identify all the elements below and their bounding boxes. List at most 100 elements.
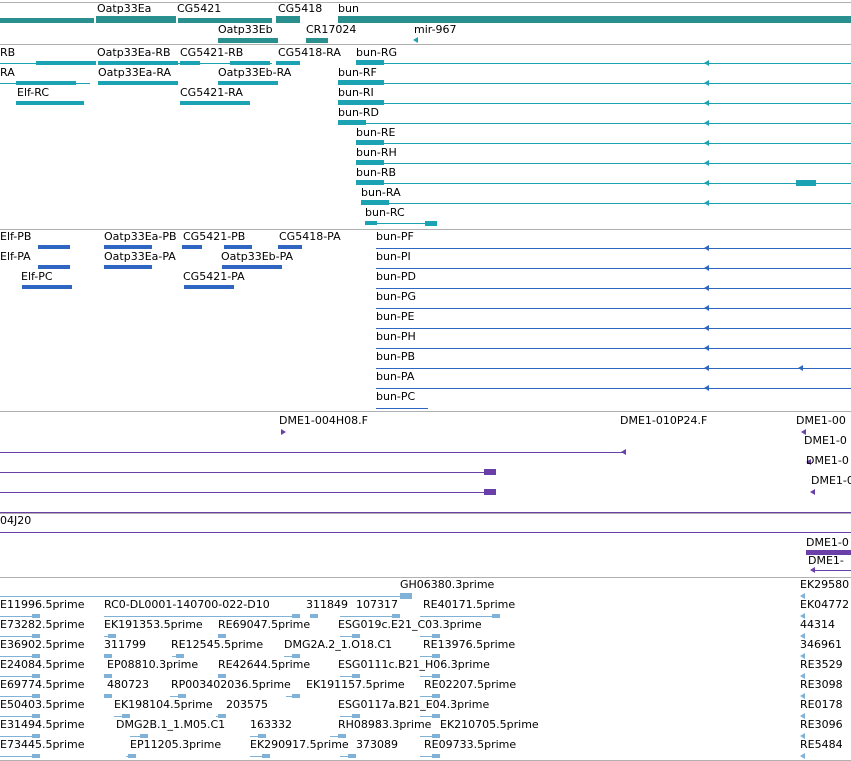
est-label[interactable]: RE0178 xyxy=(800,698,843,711)
protein-label[interactable]: Oatp33Ea-PB xyxy=(104,230,177,243)
gene-bar xyxy=(338,16,851,23)
est-label[interactable]: E11996.5prime xyxy=(0,598,85,611)
clone-label[interactable]: DME1-0 xyxy=(804,434,847,447)
gene-label[interactable]: Oatp33Eb xyxy=(218,23,273,36)
clone-label[interactable]: DME1- xyxy=(808,554,844,567)
est-label[interactable]: RP003402036.5prime xyxy=(171,678,291,691)
protein-label[interactable]: bun-PF xyxy=(376,230,414,243)
protein-label[interactable]: CG5418-PA xyxy=(279,230,341,243)
protein-label[interactable]: bun-PI xyxy=(376,250,411,263)
est-label[interactable]: ESG019c.E21_C03.3prime xyxy=(338,618,482,631)
est-label[interactable]: RE09733.5prime xyxy=(424,738,517,751)
clone-label[interactable]: DME1-0 xyxy=(806,536,849,549)
transcript-label[interactable]: bun-RF xyxy=(338,66,377,79)
est-label[interactable]: E31494.5prime xyxy=(0,718,85,731)
est-label[interactable]: EP11205.3prime xyxy=(130,738,222,751)
est-label[interactable]: DMG2B.1_1.M05.C1 xyxy=(116,718,226,731)
transcript-label[interactable]: RB xyxy=(0,46,16,59)
est-label[interactable]: EK04772 xyxy=(800,598,850,611)
est-label[interactable]: 311799 xyxy=(104,638,146,651)
protein-label[interactable]: bun-PH xyxy=(376,330,416,343)
est-label[interactable]: EK29580 xyxy=(800,578,850,591)
protein-label[interactable]: bun-PB xyxy=(376,350,416,363)
est-label[interactable]: ESG0117a.B21_E04.3prime xyxy=(338,698,490,711)
transcript-label[interactable]: bun-RC xyxy=(365,206,405,219)
protein-label[interactable]: bun-PG xyxy=(376,290,417,303)
est-label[interactable]: RE69047.5prime xyxy=(218,618,311,631)
est-label[interactable]: RE13976.5prime xyxy=(423,638,516,651)
est-label[interactable]: EK191157.5prime xyxy=(306,678,405,691)
clone-label[interactable]: DME1-0 xyxy=(806,454,849,467)
est-label[interactable]: E69774.5prime xyxy=(0,678,85,691)
transcript-label[interactable]: bun-RG xyxy=(356,46,398,59)
est-label[interactable]: RE40171.5prime xyxy=(423,598,516,611)
transcript-label[interactable]: CG5418-RA xyxy=(278,46,341,59)
est-label[interactable]: 107317 xyxy=(356,598,398,611)
est-label[interactable]: EK198104.5prime xyxy=(114,698,213,711)
est-label[interactable]: 203575 xyxy=(226,698,268,711)
est-label[interactable]: RC0-DL0001-140700-022-D10 xyxy=(104,598,270,611)
est-label[interactable]: RE5484 xyxy=(800,738,843,751)
est-label[interactable]: E24084.5prime xyxy=(0,658,85,671)
est-label[interactable]: 163332 xyxy=(250,718,292,731)
est-label[interactable]: RH08983.3prime xyxy=(338,718,432,731)
clone-label[interactable]: DME1-00 xyxy=(796,414,846,427)
transcript-label[interactable]: Oatp33Eb-RA xyxy=(218,66,292,79)
est-label[interactable]: E73445.5prime xyxy=(0,738,85,751)
est-label[interactable]: EK210705.5prime xyxy=(440,718,539,731)
est-label[interactable]: 44314 xyxy=(800,618,835,631)
est-label[interactable]: RE12545.5prime xyxy=(171,638,264,651)
est-label[interactable]: 311849 xyxy=(306,598,348,611)
transcript-label[interactable]: RA xyxy=(0,66,15,79)
gene-label[interactable]: Oatp33Ea xyxy=(97,2,152,15)
protein-label[interactable]: Elf-PC xyxy=(21,270,53,283)
transcript-label[interactable]: bun-RD xyxy=(338,106,380,119)
transcript-label[interactable]: Elf-RC xyxy=(17,86,50,99)
protein-label[interactable]: Oatp33Ea-PA xyxy=(104,250,176,263)
protein-label[interactable]: Elf-PB xyxy=(0,230,32,243)
transcript-label[interactable]: bun-RB xyxy=(356,166,397,179)
est-label[interactable]: ESG0111c.B21_H06.3prime xyxy=(338,658,490,671)
protein-label[interactable]: Oatp33Eb-PA xyxy=(221,250,294,263)
protein-label[interactable]: bun-PE xyxy=(376,310,415,323)
gene-label[interactable]: bun xyxy=(338,2,359,15)
est-label[interactable]: 346961 xyxy=(800,638,842,651)
est-label[interactable]: E50403.5prime xyxy=(0,698,85,711)
est-label[interactable]: E36902.5prime xyxy=(0,638,85,651)
transcript-label[interactable]: bun-RA xyxy=(361,186,401,199)
gene-label[interactable]: CR17024 xyxy=(306,23,357,36)
est-label[interactable]: EK191353.5prime xyxy=(104,618,203,631)
protein-label[interactable]: bun-PA xyxy=(376,370,415,383)
transcript-label[interactable]: CG5421-RB xyxy=(180,46,244,59)
transcript-label[interactable]: Oatp33Ea-RA xyxy=(98,66,172,79)
est-label[interactable]: DMG2A.2_1.O18.C1 xyxy=(284,638,393,651)
transcript-label[interactable]: bun-RH xyxy=(356,146,397,159)
est-label[interactable]: 480723 xyxy=(107,678,149,691)
protein-label[interactable]: CG5421-PB xyxy=(183,230,246,243)
transcript-label[interactable]: bun-RE xyxy=(356,126,396,139)
clone-label[interactable]: DME1-010P24.F xyxy=(620,414,708,427)
clone-label[interactable]: DME1-0 xyxy=(811,474,851,487)
est-label[interactable]: RE3098 xyxy=(800,678,843,691)
gene-label[interactable]: CG5421 xyxy=(177,2,222,15)
est-label[interactable]: EP08810.3prime xyxy=(107,658,199,671)
est-label[interactable]: RE02207.5prime xyxy=(424,678,517,691)
protein-label[interactable]: CG5421-PA xyxy=(183,270,245,283)
clone-label[interactable]: DME1-004H08.F xyxy=(279,414,368,427)
est-label[interactable]: 373089 xyxy=(356,738,398,751)
transcript-label[interactable]: Oatp33Ea-RB xyxy=(97,46,171,59)
transcript-label[interactable]: bun-RI xyxy=(338,86,374,99)
est-label[interactable]: RE3529 xyxy=(800,658,843,671)
gene-label[interactable]: CG5418 xyxy=(278,2,323,15)
est-label[interactable]: E73282.5prime xyxy=(0,618,85,631)
gene-label[interactable]: mir-967 xyxy=(414,23,457,36)
est-label[interactable]: RE3096 xyxy=(800,718,843,731)
est-label[interactable]: EK290917.5prime xyxy=(250,738,349,751)
transcript-label[interactable]: CG5421-RA xyxy=(180,86,243,99)
protein-label[interactable]: bun-PC xyxy=(376,390,416,403)
protein-label[interactable]: Elf-PA xyxy=(0,250,31,263)
est-label[interactable]: RE42644.5prime xyxy=(218,658,311,671)
clone-label[interactable]: 04J20 xyxy=(0,514,32,527)
protein-label[interactable]: bun-PD xyxy=(376,270,416,283)
est-label[interactable]: GH06380.3prime xyxy=(400,578,495,591)
